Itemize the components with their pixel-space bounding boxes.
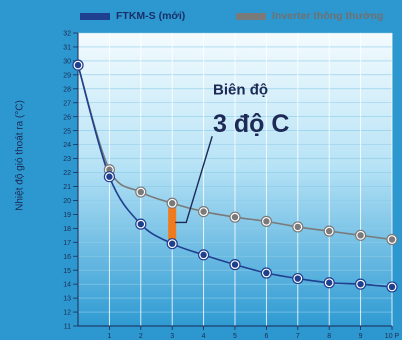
y-tick-label: 16: [63, 254, 71, 261]
annotation-leader-line: [175, 136, 213, 224]
legend-label-inverter: Inverter thông thường: [272, 10, 384, 22]
y-tick-label: 20: [63, 198, 71, 205]
y-tick-label: 26: [63, 114, 71, 121]
y-tick-label: 23: [63, 156, 71, 163]
y-tick-label: 28: [63, 86, 71, 93]
y-tick-label: 17: [63, 240, 71, 247]
y-tick-label: 22: [63, 170, 71, 177]
y-tick-label: 25: [63, 128, 71, 135]
series-inverter-point: [294, 223, 301, 231]
series-inverter-point: [263, 218, 270, 225]
series-ftkm-point: [326, 279, 333, 286]
x-tick-label: 7: [296, 333, 300, 340]
series-inverter-point: [200, 208, 207, 215]
x-tick-label: 3: [170, 333, 174, 340]
series-inverter-point: [326, 227, 333, 235]
series-inverter-point: [137, 188, 144, 196]
series-ftkm-point: [169, 240, 176, 247]
series-ftkm-point: [388, 283, 396, 291]
legend-swatch-ftkm: [80, 12, 110, 20]
y-tick-label: 12: [63, 310, 71, 317]
x-tick-label: 6: [264, 333, 268, 340]
annotation-title: Biên độ: [213, 81, 268, 98]
x-tick-label: 9: [359, 333, 363, 340]
x-tick-label: 10 P: [385, 333, 400, 340]
annotation-value: 3 độ C: [213, 110, 289, 138]
legend-item-ftkm: FTKM-S (mới): [80, 10, 185, 22]
y-tick-label: 32: [63, 31, 71, 38]
y-tick-label: 24: [63, 142, 71, 149]
series-ftkm-point: [231, 261, 239, 268]
y-tick-label: 15: [63, 268, 71, 275]
y-tick-label: 18: [63, 226, 71, 233]
y-tick-label: 21: [63, 184, 71, 191]
series-inverter-point: [231, 213, 239, 221]
y-tick-label: 27: [63, 100, 71, 107]
y-tick-label: 30: [63, 59, 71, 66]
y-tick-label: 13: [63, 296, 71, 303]
series-ftkm-point: [294, 275, 301, 282]
series-ftkm-point: [357, 280, 364, 288]
x-tick-label: 5: [233, 333, 237, 340]
x-tick-label: 8: [327, 333, 331, 340]
legend-swatch-inverter: [236, 12, 266, 20]
series-ftkm-point: [137, 220, 144, 228]
y-tick-label: 11: [64, 324, 71, 331]
legend-label-ftkm: FTKM-S (mới): [116, 10, 186, 22]
y-tick-label: 29: [63, 72, 71, 79]
legend: FTKM-S (mới) Inverter thông thường: [0, 10, 402, 28]
series-inverter-point: [106, 166, 113, 173]
legend-item-inverter: Inverter thông thường: [236, 10, 383, 22]
series-ftkm-point: [74, 61, 82, 69]
x-tick-label: 4: [202, 333, 206, 340]
series-inverter-point: [388, 236, 396, 243]
series-ftkm-point: [263, 269, 270, 277]
y-tick-label: 19: [63, 212, 71, 219]
series-inverter-point: [169, 200, 176, 207]
series-inverter-point: [357, 232, 364, 239]
x-tick-label: 2: [139, 333, 143, 340]
series-ftkm-point: [106, 173, 113, 180]
y-tick-label: 31: [63, 45, 71, 52]
x-tick-label: 1: [107, 333, 111, 340]
series-ftkm-point: [200, 251, 207, 259]
annotation-range-bar: [168, 203, 177, 244]
y-tick-label: 14: [63, 282, 71, 289]
